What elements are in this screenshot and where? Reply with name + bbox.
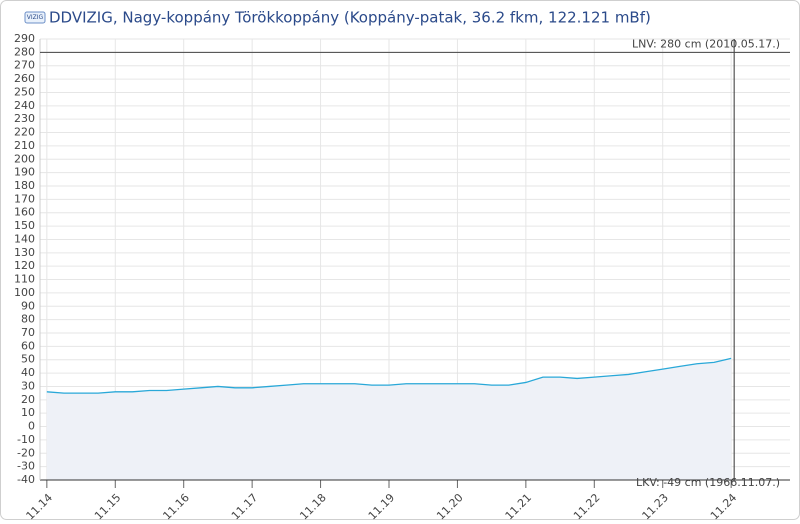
y-tick-label: 280: [14, 45, 35, 58]
y-tick-label: -20: [17, 446, 35, 459]
area: [46, 358, 732, 480]
y-tick-label: 200: [14, 152, 35, 165]
y-tick-label: 250: [14, 85, 35, 98]
y-tick-label: 240: [14, 99, 35, 112]
y-tick-label: 110: [14, 273, 35, 286]
logo-text: VIZIG: [27, 14, 44, 21]
y-tick-label: 0: [28, 420, 35, 433]
y-tick-label: 180: [14, 179, 35, 192]
y-tick-label: 20: [21, 393, 35, 406]
y-tick-label: 60: [21, 339, 35, 352]
y-tick-label: 230: [14, 112, 35, 125]
y-tick-label: 270: [14, 59, 35, 72]
y-tick-label: 150: [14, 219, 35, 232]
y-tick-label: 80: [21, 313, 35, 326]
y-tick-label: 140: [14, 232, 35, 245]
y-tick-label: 70: [21, 326, 35, 339]
reference-label: LNV: 280 cm (2010.05.17.): [632, 37, 780, 50]
reference-label: LKV: -49 cm (1966.11.07.): [636, 476, 780, 489]
y-tick-label: 220: [14, 126, 35, 139]
y-tick-label: -40: [17, 473, 35, 486]
y-tick-label: 90: [21, 299, 35, 312]
y-tick-label: 190: [14, 166, 35, 179]
y-tick-label: -10: [17, 433, 35, 446]
y-tick-label: 210: [14, 139, 35, 152]
y-tick-label: 260: [14, 72, 35, 85]
y-tick-label: 170: [14, 192, 35, 205]
y-tick-label: 50: [21, 353, 35, 366]
chart-title: DDVIZIG, Nagy-koppány Törökkoppány (Kopp…: [49, 9, 651, 27]
y-tick-label: 120: [14, 259, 35, 272]
y-tick-label: -30: [17, 460, 35, 473]
y-tick-label: 100: [14, 286, 35, 299]
y-tick-label: 160: [14, 206, 35, 219]
y-tick-label: 130: [14, 246, 35, 259]
y-tick-label: 10: [21, 406, 35, 419]
line: [46, 357, 732, 394]
y-tick-label: 40: [21, 366, 35, 379]
y-tick-label: 290: [14, 32, 35, 45]
logo: [24, 11, 46, 24]
y-tick-label: 30: [21, 379, 35, 392]
